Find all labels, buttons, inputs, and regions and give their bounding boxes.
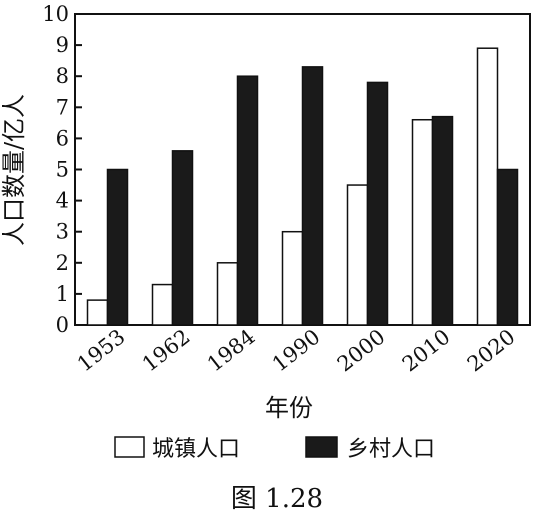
bar-urban-1962: [151, 283, 174, 326]
bar-rural-1984: [236, 75, 259, 326]
y-tick-label: 3: [56, 220, 69, 244]
bars: [86, 47, 519, 326]
figure-caption: 图 1.28: [231, 484, 323, 514]
y-tick-label: 9: [56, 33, 69, 57]
legend: 城镇人口 乡村人口: [114, 436, 435, 462]
bar-urban-1990: [281, 230, 304, 326]
bar-rural-1953: [106, 168, 129, 326]
y-tick-label: 1: [56, 282, 69, 306]
y-axis-title: 人口数量/亿人: [0, 94, 28, 246]
legend-label-rural: 乡村人口: [347, 437, 435, 462]
y-tick-label: 6: [56, 126, 69, 150]
bar-urban-2000: [346, 184, 369, 326]
y-tick-label: 0: [56, 313, 69, 337]
bar-urban-1953: [86, 299, 109, 326]
bar-urban-2020: [476, 47, 499, 326]
bar-rural-1962: [171, 150, 194, 326]
y-axis-ticks: 0 1 2 3 4 5 6 7 8 9 10: [42, 2, 82, 337]
bar-rural-1990: [301, 66, 324, 326]
bar-rural-2020: [496, 168, 519, 326]
x-axis-title: 年份: [265, 394, 313, 422]
y-tick-label: 5: [56, 158, 69, 182]
y-tick-label: 4: [56, 189, 69, 213]
y-tick-label: 10: [42, 2, 69, 26]
bar-rural-2000: [366, 81, 389, 326]
bar-urban-1984: [216, 262, 239, 326]
legend-swatch-rural: [305, 436, 338, 458]
y-tick-label: 7: [56, 95, 69, 119]
legend-label-urban: 城镇人口: [152, 437, 240, 462]
bar-urban-2010: [411, 118, 434, 326]
y-tick-label: 2: [56, 251, 69, 275]
bar-rural-2010: [431, 115, 454, 326]
y-tick-label: 8: [56, 64, 69, 88]
legend-swatch-urban: [114, 436, 145, 458]
